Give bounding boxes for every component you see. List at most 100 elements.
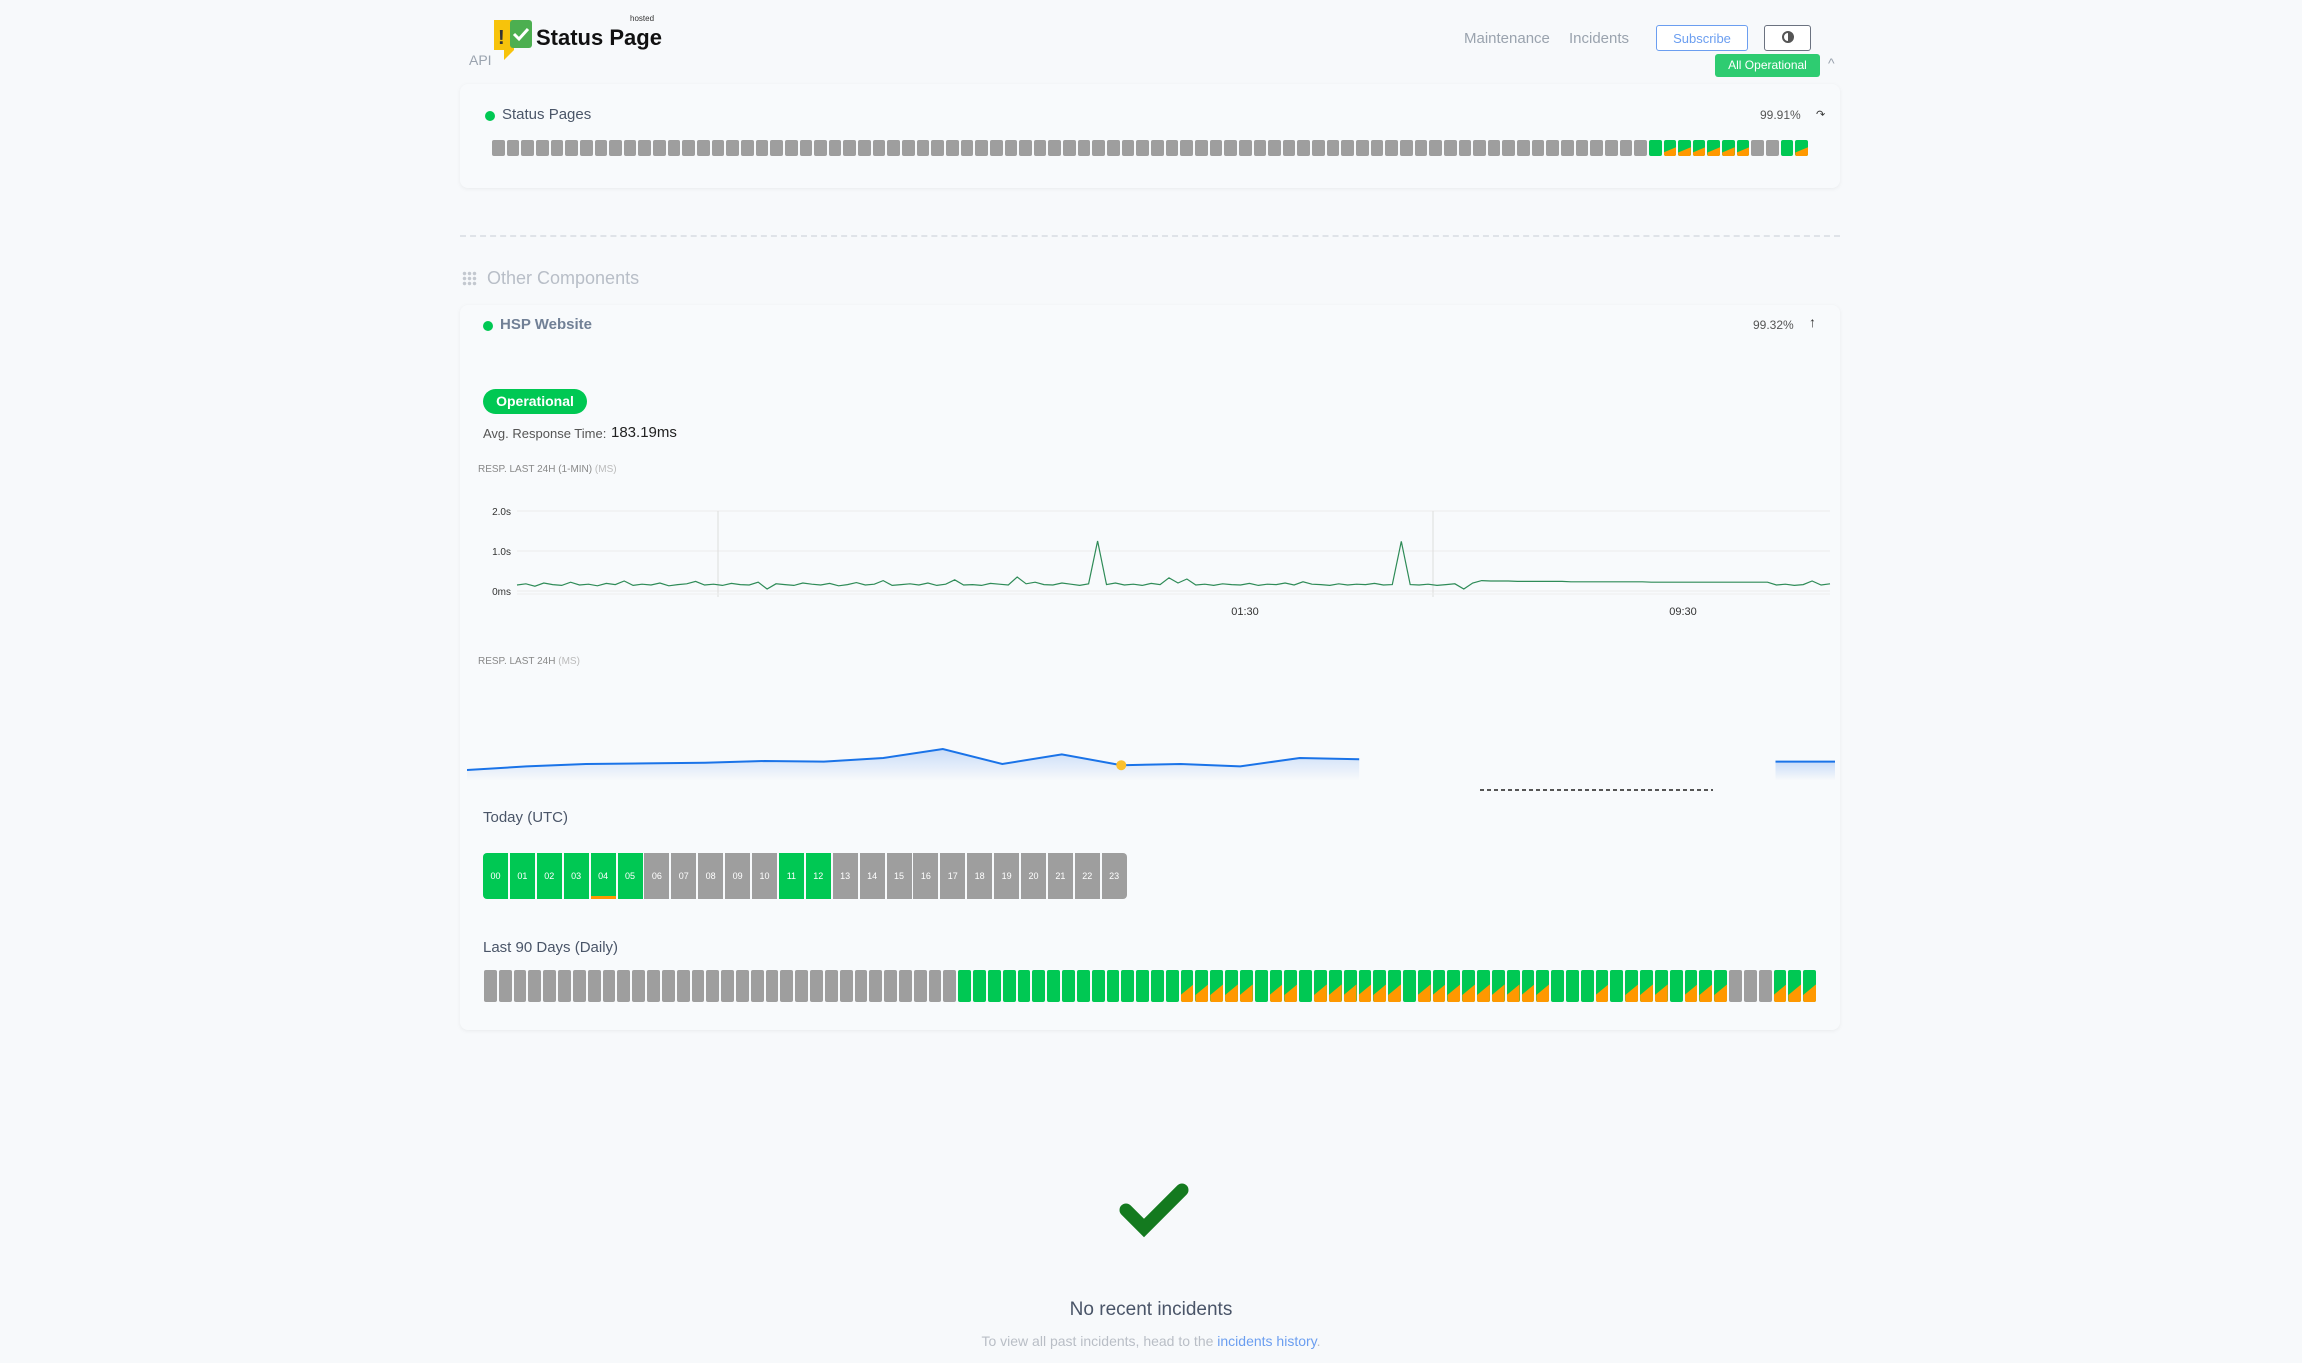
day-bar[interactable] — [1758, 970, 1772, 1002]
day-bar[interactable] — [1795, 140, 1808, 156]
day-bar[interactable] — [1048, 140, 1062, 156]
day-bar[interactable] — [770, 140, 783, 156]
day-bar[interactable] — [1063, 140, 1076, 156]
day-bar[interactable] — [1136, 970, 1149, 1002]
day-bar[interactable] — [1254, 970, 1268, 1002]
hour-bar[interactable]: 20 — [1021, 853, 1046, 899]
day-bar[interactable] — [1238, 140, 1252, 156]
hour-bar[interactable]: 02 — [536, 853, 562, 899]
day-bar[interactable] — [1604, 140, 1618, 156]
day-bar[interactable] — [535, 140, 549, 156]
day-bar[interactable] — [814, 140, 827, 156]
day-bar[interactable] — [1076, 970, 1090, 1002]
day-bar[interactable] — [1743, 970, 1757, 1002]
hour-bar[interactable]: 00 — [483, 853, 508, 899]
day-bar[interactable] — [1165, 140, 1179, 156]
day-bar[interactable] — [799, 140, 813, 156]
day-bar[interactable] — [945, 140, 959, 156]
day-bar[interactable] — [839, 970, 853, 1002]
day-bar[interactable] — [1239, 970, 1253, 1002]
day-bar[interactable] — [498, 970, 512, 1002]
day-bar[interactable] — [1473, 140, 1486, 156]
day-bar[interactable] — [765, 970, 779, 1002]
day-bar[interactable] — [1314, 970, 1327, 1002]
day-bar[interactable] — [740, 140, 754, 156]
day-bar[interactable] — [1462, 970, 1476, 1002]
day-bar[interactable] — [1566, 970, 1579, 1002]
day-bar[interactable] — [1517, 140, 1530, 156]
day-bar[interactable] — [1502, 140, 1516, 156]
day-bar[interactable] — [1312, 140, 1325, 156]
day-bar[interactable] — [1165, 970, 1179, 1002]
day-bar[interactable] — [1417, 970, 1431, 1002]
day-bar[interactable] — [1521, 970, 1535, 1002]
hour-bar[interactable]: 23 — [1101, 853, 1127, 899]
hour-bar[interactable]: 12 — [805, 853, 831, 899]
day-bar[interactable] — [711, 140, 725, 156]
hour-bar[interactable]: 11 — [778, 853, 804, 899]
day-bar[interactable] — [1136, 140, 1149, 156]
day-bar[interactable] — [638, 140, 652, 156]
day-bar[interactable] — [550, 140, 564, 156]
day-bar[interactable] — [1062, 970, 1075, 1002]
day-bar[interactable] — [1773, 970, 1787, 1002]
day-bar[interactable] — [1536, 970, 1550, 1002]
day-bar[interactable] — [1299, 970, 1313, 1002]
day-bar[interactable] — [1328, 970, 1342, 1002]
day-bar[interactable] — [1091, 970, 1105, 1002]
day-bar[interactable] — [1385, 140, 1398, 156]
day-bar[interactable] — [661, 970, 675, 1002]
day-bar[interactable] — [887, 140, 901, 156]
day-bar[interactable] — [653, 140, 666, 156]
day-bar[interactable] — [1458, 140, 1472, 156]
day-bar[interactable] — [1341, 140, 1355, 156]
day-bar[interactable] — [691, 970, 705, 1002]
day-bar[interactable] — [987, 970, 1001, 1002]
day-bar[interactable] — [484, 970, 497, 1002]
day-bar[interactable] — [1663, 140, 1677, 156]
day-bar[interactable] — [632, 970, 646, 1002]
day-bar[interactable] — [1443, 140, 1457, 156]
day-bar[interactable] — [828, 140, 842, 156]
day-bar[interactable] — [899, 970, 912, 1002]
day-bar[interactable] — [1268, 140, 1281, 156]
day-bar[interactable] — [1106, 970, 1120, 1002]
day-bar[interactable] — [1648, 140, 1662, 156]
day-bar[interactable] — [1356, 140, 1369, 156]
day-bar[interactable] — [1590, 140, 1603, 156]
day-bar[interactable] — [1506, 970, 1520, 1002]
day-bar[interactable] — [902, 140, 915, 156]
hour-bar[interactable]: 19 — [994, 853, 1020, 899]
day-bar[interactable] — [1414, 140, 1428, 156]
day-bar[interactable] — [824, 970, 838, 1002]
day-bar[interactable] — [1546, 140, 1560, 156]
hour-bar[interactable]: 05 — [617, 853, 643, 899]
day-bar[interactable] — [617, 970, 631, 1002]
day-bar[interactable] — [1736, 140, 1750, 156]
day-bar[interactable] — [1047, 970, 1061, 1002]
day-bar[interactable] — [602, 970, 616, 1002]
day-bar[interactable] — [1684, 970, 1698, 1002]
day-bar[interactable] — [1729, 970, 1742, 1002]
day-bar[interactable] — [1032, 970, 1046, 1002]
day-bar[interactable] — [1640, 970, 1653, 1002]
day-bar[interactable] — [1121, 140, 1135, 156]
day-bar[interactable] — [1699, 970, 1713, 1002]
day-bar[interactable] — [1487, 140, 1501, 156]
hour-bar[interactable]: 01 — [509, 853, 535, 899]
day-bar[interactable] — [521, 140, 534, 156]
day-bar[interactable] — [1225, 970, 1238, 1002]
hour-bar[interactable]: 10 — [752, 853, 777, 899]
day-bar[interactable] — [528, 970, 542, 1002]
day-bar[interactable] — [810, 970, 823, 1002]
day-bar[interactable] — [706, 970, 720, 1002]
day-bar[interactable] — [1580, 970, 1594, 1002]
day-bar[interactable] — [1625, 970, 1639, 1002]
expand-icon[interactable]: ↷ — [1816, 109, 1826, 121]
day-bar[interactable] — [676, 970, 690, 1002]
day-bar[interactable] — [1004, 140, 1018, 156]
day-bar[interactable] — [973, 970, 986, 1002]
hour-bar[interactable]: 08 — [698, 853, 724, 899]
day-bar[interactable] — [1714, 970, 1728, 1002]
day-bar[interactable] — [1692, 140, 1706, 156]
